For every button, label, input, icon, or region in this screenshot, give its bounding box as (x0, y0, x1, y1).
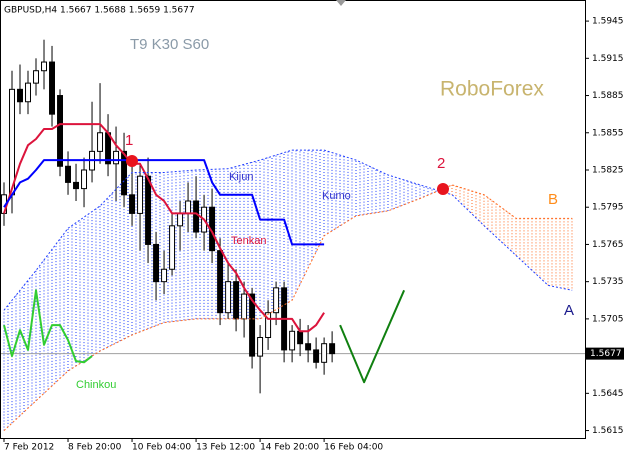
candle-body (217, 250, 224, 314)
candle-body (81, 169, 88, 190)
x-tick-label: 7 Feb 2012 (4, 443, 54, 453)
indicator-line (3, 123, 325, 333)
price-label-box (586, 347, 624, 360)
candle-body (113, 150, 120, 165)
candle-body (161, 268, 168, 283)
indicator-line (3, 184, 573, 431)
candle-body (121, 150, 128, 196)
annotation: B (548, 191, 558, 208)
y-tick-label: 1.5765 (592, 240, 624, 250)
annotation: Chinkou (76, 379, 116, 391)
candle-body (33, 70, 39, 84)
plot-frame (0, 0, 586, 439)
indicator-line (3, 149, 573, 311)
x-tick-label: 14 Feb 20:00 (260, 443, 319, 453)
candle-body (57, 95, 64, 167)
candle-body (225, 281, 232, 314)
y-tick-label: 1.5855 (592, 128, 624, 138)
y-tick-label: 1.5825 (592, 165, 624, 175)
candle-body (145, 175, 152, 245)
candle-body (241, 293, 248, 320)
candle-body (185, 200, 192, 214)
y-tick-label: 1.5705 (592, 314, 624, 324)
annotation: 2 (437, 155, 445, 172)
candle-body (129, 194, 136, 214)
candle-body (153, 243, 160, 283)
annotation: Kumo (322, 190, 351, 202)
annotation: Tenkan (231, 235, 266, 247)
marker-dot (126, 155, 138, 167)
plot-area (0, 39, 585, 431)
y-tick-label: 1.5615 (592, 426, 624, 436)
candle-body (329, 343, 336, 355)
x-tick-label: 8 Feb 20:00 (68, 443, 122, 453)
indicator-line (3, 159, 325, 246)
candle-body (65, 165, 72, 183)
x-tick-label: 13 Feb 12:00 (196, 443, 255, 453)
candle-body (321, 343, 328, 363)
candle-body (257, 336, 264, 357)
settings-label: T9 K30 S60 (130, 36, 209, 53)
candle-body (17, 88, 23, 103)
header: GBPUSD,H4 1.5667 1.5688 1.5659 1.5677 (4, 6, 195, 16)
annotation: A (564, 302, 574, 319)
candle-body (265, 312, 272, 338)
candle-body (177, 212, 184, 227)
y-tick-label: 1.5735 (592, 277, 624, 287)
candle-body (25, 82, 31, 103)
indicator-line (3, 289, 93, 364)
candle-body (273, 287, 280, 314)
y-tick-label: 1.5795 (592, 203, 624, 213)
candle-body (41, 61, 47, 72)
x-tick-label: 10 Feb 04:00 (132, 443, 191, 453)
indicator-line (339, 289, 406, 384)
candle-body (169, 225, 176, 270)
annotation: 1 (125, 132, 133, 149)
y-tick-label: 1.5945 (592, 17, 624, 27)
price-label: 1.5677 (590, 349, 622, 359)
candle-body (249, 293, 256, 357)
candle-body (97, 132, 104, 152)
candle-body (305, 343, 312, 351)
shift-marker (336, 0, 346, 6)
annotation: Kijun (229, 171, 253, 183)
candle-body (73, 181, 80, 190)
candle-body (289, 330, 296, 351)
candle-body (193, 200, 200, 233)
marker-dot (437, 183, 449, 195)
candle-body (313, 349, 320, 363)
candle-body (233, 281, 240, 320)
x-tick-label: 16 Feb 04:00 (324, 443, 383, 453)
brand: RoboForex (440, 78, 544, 101)
candle-body (137, 175, 144, 214)
y-tick-label: 1.5645 (592, 389, 624, 399)
candle-body (49, 61, 55, 115)
y-tick-label: 1.5915 (592, 54, 624, 64)
candle-body (297, 330, 304, 345)
y-tick-label: 1.5885 (592, 91, 624, 101)
candle-body (9, 88, 15, 196)
